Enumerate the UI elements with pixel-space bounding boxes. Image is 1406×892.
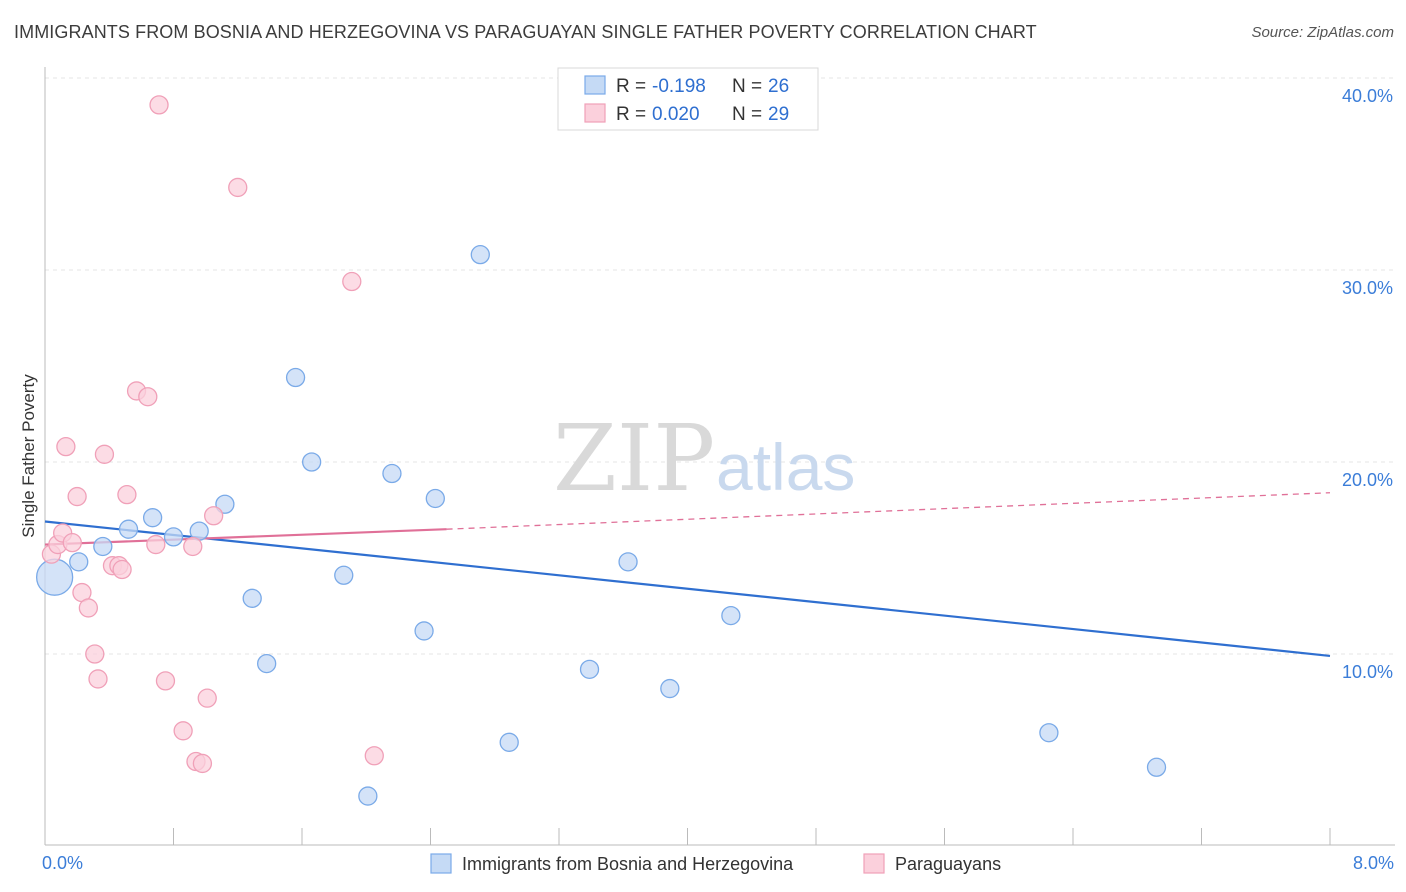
legend-swatch-paraguay xyxy=(584,103,606,123)
y-tick-label-40: 40.0% xyxy=(1342,86,1393,106)
x-tick-label-min: 0.0% xyxy=(42,853,83,873)
trend-line-paraguay xyxy=(44,528,447,546)
point-bosnia-21 xyxy=(660,678,680,699)
point-paraguay-21 xyxy=(183,536,203,557)
legend-n-label-paraguay: N = xyxy=(732,104,762,125)
axes xyxy=(44,67,1395,846)
point-bosnia-10 xyxy=(285,367,306,388)
point-paraguay-8 xyxy=(85,644,105,664)
chart-title: IMMIGRANTS FROM BOSNIA AND HERZEGOVINA V… xyxy=(14,22,1037,42)
x-tick-label-max: 8.0% xyxy=(1353,853,1394,873)
point-bosnia-8 xyxy=(242,588,262,608)
bottom-legend: Immigrants from Bosnia and Herzegovina P… xyxy=(430,853,1001,874)
point-bosnia-5 xyxy=(163,527,184,547)
point-bosnia-13 xyxy=(358,786,378,806)
watermark: ZIP atlas xyxy=(553,405,855,512)
y-tick-label-20: 20.0% xyxy=(1342,470,1393,490)
point-paraguay-4 xyxy=(62,532,82,553)
point-paraguay-10 xyxy=(94,444,115,464)
point-paraguay-26 xyxy=(228,177,248,198)
trend-line-bosnia xyxy=(44,520,1331,658)
point-paraguay-14 xyxy=(117,484,137,505)
point-bosnia-12 xyxy=(334,565,354,585)
trend-line-paraguay-extension xyxy=(446,492,1331,530)
legend-r-value-bosnia: -0.198 xyxy=(652,76,706,97)
legend-r-value-paraguay: 0.020 xyxy=(652,104,700,125)
legend-r-label-paraguay: R = xyxy=(616,104,646,125)
bottom-legend-label-bosnia: Immigrants from Bosnia and Herzegovina xyxy=(462,854,794,874)
watermark-zip: ZIP xyxy=(553,405,715,512)
point-bosnia-3 xyxy=(118,519,139,539)
data-points xyxy=(35,95,1167,806)
point-bosnia-18 xyxy=(499,732,519,752)
y-tick-label-10: 10.0% xyxy=(1342,662,1393,682)
point-paraguay-18 xyxy=(149,95,169,115)
point-paraguay-19 xyxy=(155,671,176,691)
trend-lines xyxy=(44,492,1331,658)
point-paraguay-25 xyxy=(204,506,224,526)
point-bosnia-22 xyxy=(721,605,741,626)
bottom-legend-swatch-paraguay xyxy=(863,853,885,874)
point-bosnia-19 xyxy=(579,659,600,680)
point-paraguay-24 xyxy=(197,688,217,708)
point-paraguay-23 xyxy=(192,753,213,774)
point-bosnia-20 xyxy=(618,552,638,572)
point-bosnia-25 xyxy=(1146,757,1167,777)
legend-box: R = -0.198 N = 26 R = 0.020 N = 29 xyxy=(557,67,819,131)
point-bosnia-4 xyxy=(142,508,163,528)
legend-r-label-bosnia: R = xyxy=(616,76,646,97)
bottom-legend-label-paraguay: Paraguayans xyxy=(895,854,1001,874)
point-bosnia-0 xyxy=(35,558,74,596)
y-tick-label-30: 30.0% xyxy=(1342,278,1393,298)
point-bosnia-1 xyxy=(69,552,89,572)
point-bosnia-24 xyxy=(1039,723,1059,743)
legend-n-value-bosnia: 26 xyxy=(768,76,789,97)
point-bosnia-2 xyxy=(93,536,113,557)
legend-n-value-paraguay: 29 xyxy=(768,104,789,125)
point-bosnia-7 xyxy=(215,494,235,514)
point-paraguay-16 xyxy=(138,387,158,407)
point-paraguay-9 xyxy=(88,669,108,689)
point-paraguay-20 xyxy=(173,721,193,741)
point-paraguay-3 xyxy=(56,436,76,457)
point-bosnia-11 xyxy=(301,452,322,472)
point-paraguay-5 xyxy=(67,486,87,507)
watermark-atlas: atlas xyxy=(716,430,855,504)
point-bosnia-15 xyxy=(414,621,434,641)
point-bosnia-14 xyxy=(382,463,402,484)
y-tick-labels: 10.0% 20.0% 30.0% 40.0% xyxy=(1342,86,1393,682)
point-paraguay-28 xyxy=(364,746,384,766)
point-bosnia-16 xyxy=(425,488,445,509)
grid-lines xyxy=(45,77,1395,655)
point-paraguay-13 xyxy=(112,559,132,580)
y-axis-label: Single Father Poverty xyxy=(19,374,38,538)
legend-n-label-bosnia: N = xyxy=(732,76,762,97)
bottom-legend-swatch-bosnia xyxy=(430,853,452,874)
legend-swatch-bosnia xyxy=(584,75,606,95)
point-bosnia-17 xyxy=(470,244,490,265)
point-paraguay-17 xyxy=(146,534,166,555)
source-credit: Source: ZipAtlas.com xyxy=(1251,24,1394,41)
point-paraguay-7 xyxy=(78,598,99,618)
point-bosnia-9 xyxy=(257,653,277,674)
point-paraguay-27 xyxy=(342,271,362,292)
